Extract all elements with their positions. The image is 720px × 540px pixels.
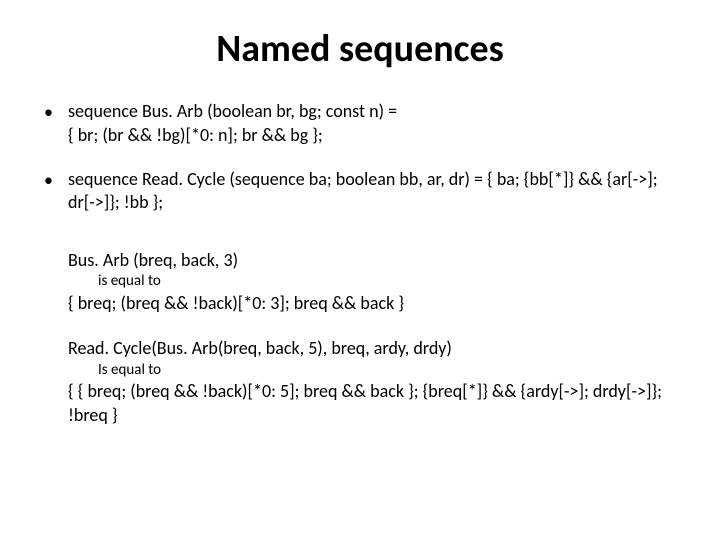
bullet-1: • sequence Bus. Arb (boolean br, bg; con… bbox=[44, 100, 676, 146]
example-1: Bus. Arb (breq, back, 3) is equal to { b… bbox=[68, 249, 676, 315]
bullet-text-line2: { br; (br && !bg)[*0: n]; br && bg }; bbox=[68, 124, 676, 147]
bullet-text-line1: sequence Read. Cycle (sequence ba; boole… bbox=[68, 168, 676, 213]
bullet-row: • sequence Read. Cycle (sequence ba; boo… bbox=[44, 168, 676, 213]
example2-sub: Is equal to bbox=[98, 361, 676, 381]
slide-title: Named sequences bbox=[44, 26, 676, 72]
slide: Named sequences • sequence Bus. Arb (boo… bbox=[0, 0, 720, 540]
bullet-marker: • bbox=[44, 168, 68, 192]
example1-result: { breq; (breq && !back)[*0: 3]; breq && … bbox=[68, 292, 676, 315]
example1-sub: is equal to bbox=[98, 272, 676, 292]
bullet-marker: • bbox=[44, 100, 68, 124]
example2-header: Read. Cycle(Bus. Arb(breq, back, 5), bre… bbox=[68, 337, 676, 360]
bullet-row: • sequence Bus. Arb (boolean br, bg; con… bbox=[44, 100, 676, 124]
example2-result1: { { breq; (breq && !back)[*0: 5]; breq &… bbox=[68, 380, 676, 427]
example1-header: Bus. Arb (breq, back, 3) bbox=[68, 249, 676, 272]
bullet-text-line1: sequence Bus. Arb (boolean br, bg; const… bbox=[68, 100, 676, 123]
example-2: Read. Cycle(Bus. Arb(breq, back, 5), bre… bbox=[68, 337, 676, 427]
bullet-2: • sequence Read. Cycle (sequence ba; boo… bbox=[44, 168, 676, 213]
